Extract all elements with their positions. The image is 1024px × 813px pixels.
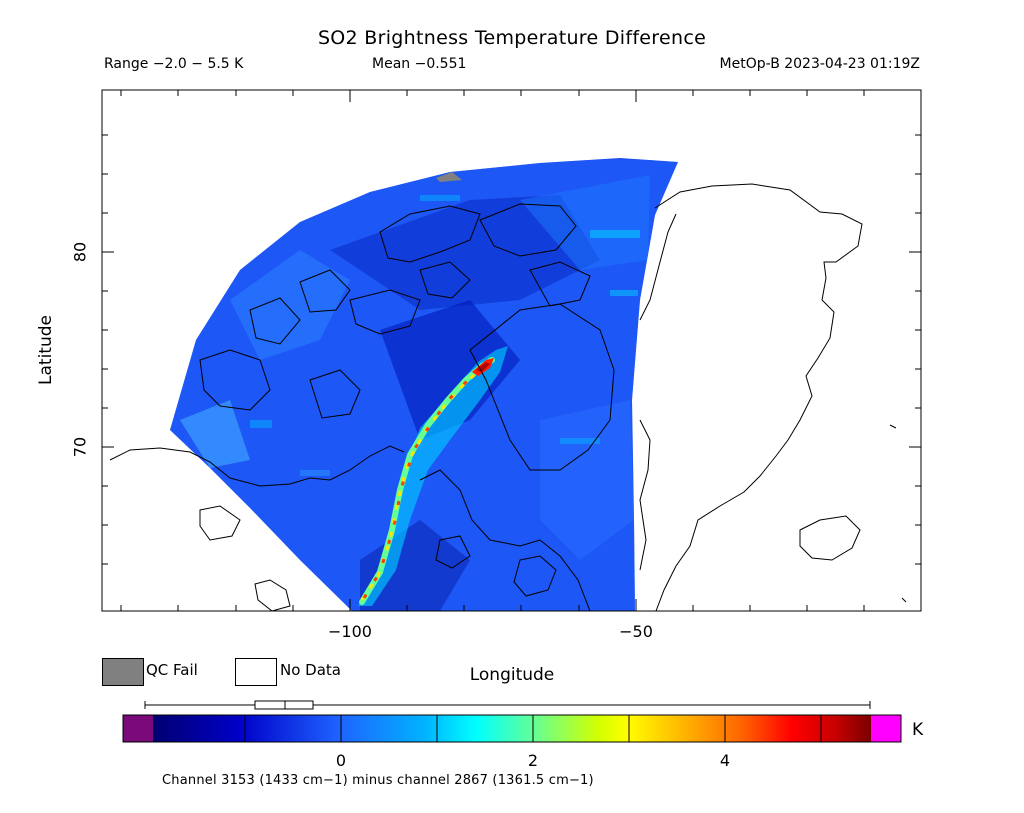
colorbar-unit: K — [912, 720, 924, 740]
qc-fail-swatch — [102, 658, 144, 686]
distribution-whisker — [144, 700, 871, 710]
colorbar-over — [871, 715, 901, 742]
figure-title: SO2 Brightness Temperature Difference — [317, 27, 707, 49]
qc-fail-label: QC Fail — [146, 661, 198, 679]
colorbar-tick-label: 4 — [719, 751, 731, 770]
no-data-swatch — [235, 658, 277, 686]
y-axis-label: Latitude — [36, 315, 56, 385]
x-axis-label: Longitude — [469, 665, 555, 685]
satellite-timestamp: MetOp-B 2023-04-23 01:19Z — [719, 56, 920, 72]
value-range: Range −2.0 − 5.5 K — [104, 56, 244, 72]
colorbar-gradient — [153, 715, 871, 742]
y-tick-label: 70 — [70, 436, 90, 458]
y-tick-label: 80 — [70, 241, 90, 263]
mean-value: Mean −0.551 — [372, 56, 467, 72]
axis-ticks — [102, 90, 921, 611]
plot-frame — [101, 89, 922, 612]
coastlines — [109, 183, 907, 611]
x-tick-label: −100 — [328, 622, 372, 641]
x-tick-label: −50 — [619, 622, 653, 641]
colorbar-tick-label: 0 — [335, 751, 347, 770]
channel-note: Channel 3153 (1433 cm−1) minus channel 2… — [162, 773, 594, 788]
colorbar-tick-label: 2 — [527, 751, 539, 770]
colorbar-under — [123, 715, 153, 742]
no-data-label: No Data — [280, 661, 341, 679]
colorbar — [122, 714, 902, 743]
